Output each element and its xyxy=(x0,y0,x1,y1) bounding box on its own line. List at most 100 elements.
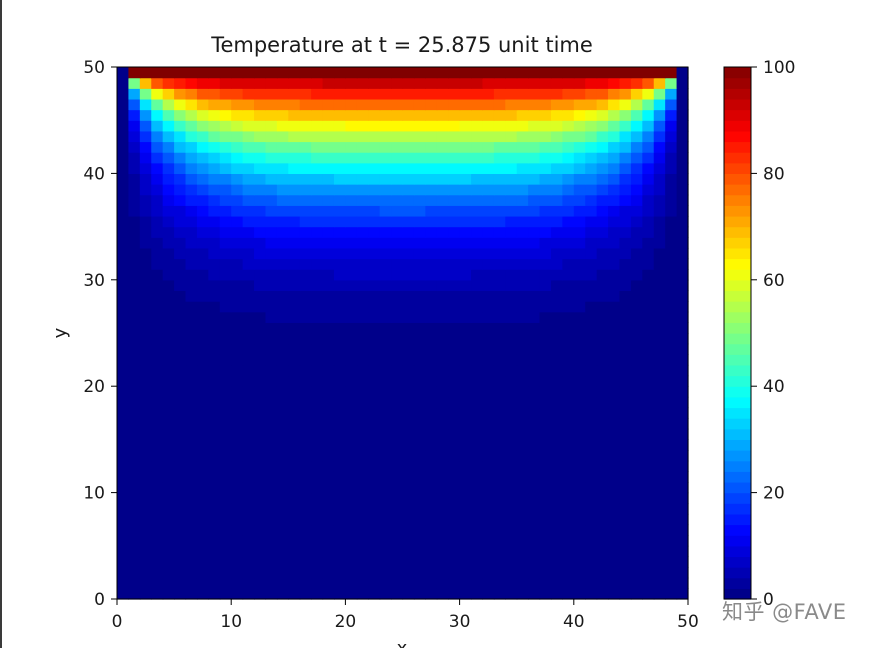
heatmap-cell xyxy=(391,428,404,440)
heatmap-cell xyxy=(653,492,666,504)
heatmap-cell xyxy=(391,460,404,472)
heatmap-cell xyxy=(242,460,255,472)
heatmap-cell xyxy=(208,386,221,398)
heatmap-cell xyxy=(356,450,369,462)
heatmap-cell xyxy=(185,215,198,228)
heatmap-cell xyxy=(391,588,404,600)
heatmap-cell xyxy=(585,577,598,589)
heatmap-cell xyxy=(505,577,518,589)
window-edge xyxy=(0,0,2,648)
heatmap-cell xyxy=(562,269,575,281)
heatmap-cell xyxy=(322,375,335,387)
heatmap-cell xyxy=(242,545,255,558)
heatmap-cell xyxy=(448,364,461,377)
heatmap-cell xyxy=(356,333,369,345)
heatmap-cell xyxy=(288,535,301,547)
heatmap-cell xyxy=(665,450,678,462)
heatmap-cell xyxy=(162,237,175,249)
heatmap-cell xyxy=(242,492,255,504)
heatmap-cell xyxy=(185,577,198,589)
heatmap-cell xyxy=(528,460,541,472)
heatmap-cell xyxy=(311,141,324,153)
heatmap-cell xyxy=(356,481,369,494)
heatmap-cell xyxy=(128,524,141,536)
heatmap-cell xyxy=(630,386,643,398)
heatmap-cell xyxy=(196,130,209,143)
heatmap-cell xyxy=(482,524,495,536)
colorbar-segment xyxy=(724,450,751,462)
heatmap-cell xyxy=(208,162,221,174)
heatmap-cell xyxy=(573,354,586,366)
heatmap-cell xyxy=(231,311,244,323)
heatmap-cell xyxy=(448,471,461,483)
heatmap-cell xyxy=(448,141,461,153)
heatmap-cell xyxy=(493,481,506,494)
heatmap-cell xyxy=(528,524,541,536)
heatmap-cell xyxy=(596,173,609,185)
heatmap-cell xyxy=(299,364,312,377)
heatmap-cell xyxy=(311,513,324,526)
heatmap-cell xyxy=(242,386,255,398)
heatmap-cell xyxy=(505,194,518,206)
heatmap-cell xyxy=(368,418,381,430)
heatmap-cell xyxy=(413,503,426,515)
heatmap-cell xyxy=(254,194,267,206)
heatmap-cell xyxy=(254,439,267,451)
heatmap-cell xyxy=(356,375,369,387)
heatmap-cell xyxy=(379,567,392,579)
heatmap-cell xyxy=(539,120,552,132)
heatmap-cell xyxy=(676,269,689,281)
heatmap-cell xyxy=(391,226,404,238)
heatmap-cell xyxy=(436,237,449,249)
heatmap-cell xyxy=(505,450,518,462)
heatmap-cell xyxy=(185,141,198,153)
heatmap-cell xyxy=(653,120,666,132)
heatmap-cell xyxy=(299,215,312,228)
heatmap-cell xyxy=(596,109,609,121)
heatmap-cell xyxy=(482,375,495,387)
heatmap-cell xyxy=(471,279,484,292)
heatmap-cell xyxy=(528,311,541,323)
heatmap-cell xyxy=(185,77,198,89)
heatmap-cell xyxy=(311,226,324,238)
heatmap-cell xyxy=(219,524,232,536)
heatmap-cell xyxy=(528,407,541,419)
heatmap-cell xyxy=(471,301,484,313)
heatmap-cell xyxy=(516,279,529,292)
heatmap-cell xyxy=(482,290,495,302)
heatmap-cell xyxy=(208,545,221,558)
heatmap-cell xyxy=(493,290,506,302)
heatmap-cell xyxy=(653,173,666,185)
heatmap-cell xyxy=(402,556,415,568)
heatmap-cell xyxy=(596,577,609,589)
heatmap-cell xyxy=(573,375,586,387)
heatmap-cell xyxy=(117,120,130,132)
heatmap-cell xyxy=(288,258,301,270)
heatmap-cell xyxy=(299,247,312,260)
heatmap-cell xyxy=(550,354,563,366)
heatmap-cell xyxy=(562,588,575,600)
heatmap-cell xyxy=(573,343,586,355)
heatmap-cell xyxy=(608,152,621,164)
heatmap-cell xyxy=(219,577,232,589)
heatmap-cell xyxy=(368,322,381,334)
heatmap-cell xyxy=(471,98,484,111)
heatmap-cell xyxy=(608,301,621,313)
heatmap-cell xyxy=(528,258,541,270)
heatmap-cell xyxy=(471,120,484,132)
heatmap-cell xyxy=(436,67,449,79)
heatmap-cell xyxy=(379,471,392,483)
heatmap-cell xyxy=(471,492,484,504)
heatmap-cell xyxy=(208,205,221,217)
heatmap-cell xyxy=(459,407,472,419)
heatmap-cell xyxy=(436,418,449,430)
heatmap-cell xyxy=(151,471,164,483)
heatmap-cell xyxy=(231,184,244,196)
heatmap-cell xyxy=(162,173,175,185)
heatmap-cell xyxy=(208,247,221,260)
heatmap-cell xyxy=(402,141,415,153)
heatmap-cell xyxy=(162,375,175,387)
heatmap-cell xyxy=(471,173,484,185)
heatmap-cell xyxy=(550,311,563,323)
heatmap-cell xyxy=(413,428,426,440)
